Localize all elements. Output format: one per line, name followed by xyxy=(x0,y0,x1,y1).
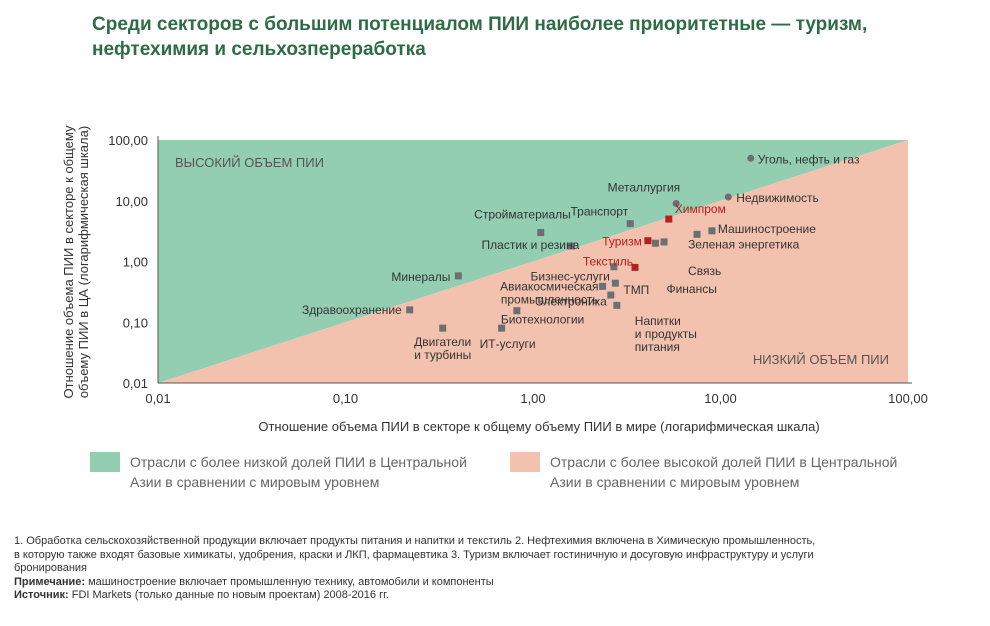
footnote-line: в которую также входят базовые химикаты,… xyxy=(14,548,814,561)
point-marker xyxy=(631,263,639,271)
remark-note: Примечание: машиностроение включает пром… xyxy=(14,576,974,590)
remark-text: машиностроение включает промышленную тех… xyxy=(85,575,494,588)
y-tick-label: 10,00 xyxy=(115,194,148,209)
point-marker xyxy=(660,238,668,246)
y-tick-label: 0,10 xyxy=(123,315,148,330)
point-label: Авиакосмическая промышленность xyxy=(500,279,598,306)
source-label: Источник: xyxy=(14,589,69,601)
point-marker xyxy=(610,263,618,271)
point-label: Уголь, нефть и газ xyxy=(758,152,860,166)
point-marker xyxy=(613,301,621,309)
point-marker xyxy=(513,307,521,315)
x-tick-label: 10,00 xyxy=(704,391,737,406)
chart-title: Среди секторов с большим потенциалом ПИИ… xyxy=(92,14,868,60)
point-label: Стройматериалы xyxy=(474,208,571,222)
source-note: Источник: FDI Markets (только данные по … xyxy=(14,589,974,603)
point-label: Электроника xyxy=(535,294,607,308)
point-marker xyxy=(626,220,634,228)
point-marker xyxy=(672,200,680,208)
x-tick-label: 0,10 xyxy=(333,391,358,406)
point-label: Машиностроение xyxy=(718,222,816,236)
point-marker xyxy=(439,324,447,332)
point-label-line: и турбины xyxy=(414,348,471,362)
x-tick-label: 0,01 xyxy=(145,391,170,406)
point-label: Недвижимость xyxy=(736,191,819,205)
y-axis-label: Отношение объема ПИИ в секторе к общемуо… xyxy=(61,125,91,398)
point-label: Химпром xyxy=(675,202,726,216)
legend-label-high: Отрасли с более высокой долей ПИИ в Цент… xyxy=(550,454,898,490)
point-marker xyxy=(607,291,615,299)
y-axis-label-line: объему ПИИ в ЦА (логарифмическая шкала) xyxy=(76,126,91,398)
point-marker xyxy=(599,282,607,290)
point-marker xyxy=(708,227,716,235)
remark-label: Примечание: xyxy=(14,575,86,588)
point-label: Металлургия xyxy=(608,181,681,195)
point-marker xyxy=(693,230,701,238)
region-label-high: ВЫСОКИЙ ОБЪЕМ ПИИ xyxy=(175,155,324,170)
x-axis-label: Отношение объема ПИИ в секторе к общему … xyxy=(258,419,819,434)
point-marker xyxy=(611,279,619,287)
point-marker xyxy=(644,237,652,245)
point-marker xyxy=(454,272,462,280)
footnote-line: 1. Обработка сельскохозяйственной продук… xyxy=(14,535,816,547)
point-marker xyxy=(747,154,755,162)
point-label: Туризм xyxy=(602,235,642,249)
point-marker xyxy=(724,193,732,201)
point-marker xyxy=(498,324,506,332)
point-label-line: Напитки xyxy=(635,314,681,328)
region-label-low: НИЗКИЙ ОБЪЕМ ПИИ xyxy=(753,352,889,367)
point-label: Здравоохранение xyxy=(302,303,402,317)
footnote-line: бронирования xyxy=(14,562,88,574)
point-label-line: и продукты xyxy=(635,327,697,341)
point-label: Минералы xyxy=(391,270,450,284)
point-label-line: промышленность xyxy=(501,292,599,306)
legend-swatch-low xyxy=(90,452,120,472)
y-tick-label: 0,01 xyxy=(123,376,148,391)
point-label: Связь xyxy=(688,264,721,278)
low-fdi-region xyxy=(158,140,908,383)
point-label-line: Двигатели xyxy=(414,335,471,349)
point-label: Бизнес-услуги xyxy=(531,270,610,284)
point-label: ТМП xyxy=(623,283,649,297)
point-label: Зеленая энергетика xyxy=(688,237,800,251)
point-label: Двигатели и турбины xyxy=(414,335,471,362)
x-tick-label: 1,00 xyxy=(520,391,545,406)
point-label-line: питания xyxy=(635,340,680,354)
point-label: Финансы xyxy=(666,282,716,296)
point-label: Биотехнологии xyxy=(501,313,584,327)
point-marker xyxy=(665,215,673,223)
point-label-line: Авиакосмическая xyxy=(500,279,598,293)
y-tick-label: 1,00 xyxy=(123,255,148,270)
point-marker xyxy=(651,239,659,247)
point-marker xyxy=(567,242,575,250)
y-tick-label: 100,00 xyxy=(108,133,148,148)
legend-label-low: Отрасли с более низкой долей ПИИ в Центр… xyxy=(130,454,467,490)
y-axis-label-line: Отношение объема ПИИ в секторе к общему xyxy=(61,125,76,398)
footnotes: 1. Обработка сельскохозяйственной продук… xyxy=(14,535,974,603)
point-label: Пластик и резина xyxy=(482,238,580,252)
point-marker xyxy=(406,306,414,314)
point-marker xyxy=(537,229,545,237)
x-tick-label: 100,00 xyxy=(888,391,928,406)
point-label: ИТ-услуги xyxy=(480,337,536,351)
point-label: Текстиль xyxy=(583,254,633,268)
point-label: Напитки и продукты питания xyxy=(635,314,697,354)
point-label: Транспорт xyxy=(571,205,629,219)
source-text: FDI Markets (только данные по новым прое… xyxy=(68,589,389,601)
legend-swatch-high xyxy=(510,452,540,472)
